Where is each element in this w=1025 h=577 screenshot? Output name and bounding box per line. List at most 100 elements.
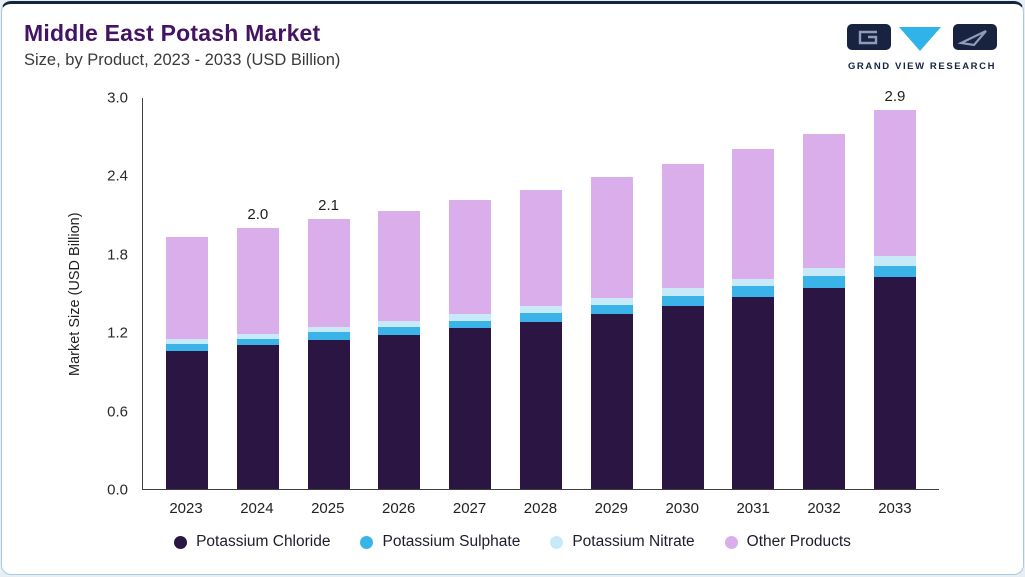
legend-label: Other Products — [746, 533, 851, 550]
segment-potassium-nitrate — [590, 298, 633, 305]
segment-potassium-nitrate — [307, 327, 350, 333]
legend-dot — [174, 535, 188, 549]
page-subtitle: Size, by Product, 2023 - 2033 (USD Billi… — [24, 51, 341, 69]
x-tick-label: 2033 — [878, 500, 912, 517]
y-tick-label: 1.8 — [107, 246, 128, 264]
segment-potassium-chloride — [803, 287, 846, 489]
bar-value-label: 2.0 — [247, 205, 269, 223]
stacked-bar — [378, 210, 421, 489]
segment-potassium-nitrate — [519, 306, 562, 313]
plot-area: 2.0 2.1 2.9 — [142, 88, 939, 490]
x-tick-label: 2031 — [736, 500, 770, 517]
segment-potassium-nitrate — [449, 314, 492, 321]
segment-other-products — [307, 218, 350, 328]
y-axis-ticks: 0.0 0.6 1.2 1.8 2.4 3.0 — [88, 90, 132, 499]
bar-column — [590, 176, 634, 489]
segment-potassium-nitrate — [803, 268, 846, 277]
segment-other-products — [732, 149, 775, 279]
x-tick-label: 2030 — [665, 500, 699, 517]
segment-potassium-sulphate — [803, 276, 846, 288]
segment-potassium-chloride — [378, 334, 421, 489]
y-tick-label: 0.6 — [107, 403, 128, 421]
segment-potassium-nitrate — [661, 287, 704, 296]
segment-other-products — [661, 163, 704, 288]
segment-other-products — [166, 236, 208, 339]
bar-value-label: 2.1 — [318, 196, 340, 214]
segment-potassium-sulphate — [378, 327, 421, 335]
bar-column — [661, 163, 705, 489]
bar-column — [731, 149, 775, 489]
x-axis-labels: 2023 2024 2025 2026 2027 2028 2029 2030 2031 2032… — [142, 500, 939, 517]
title-block: Middle East Potash Market Size, by Produ… — [24, 20, 340, 70]
legend-item: Potassium Chloride — [174, 533, 330, 551]
bar-value-label: 2.9 — [884, 88, 906, 106]
segment-potassium-sulphate — [236, 338, 279, 346]
segment-potassium-sulphate — [873, 265, 916, 278]
segment-potassium-nitrate — [378, 320, 421, 328]
segment-other-products — [449, 200, 492, 315]
bar-column: 2.9 — [873, 88, 917, 489]
legend-item: Other Products — [724, 533, 851, 551]
legend-dot — [724, 535, 738, 549]
x-tick-label: 2028 — [523, 500, 558, 517]
stacked-bar — [661, 163, 704, 489]
y-tick-label: 0.0 — [107, 481, 128, 499]
brand-logo: GRAND VIEW RESEARCH — [847, 24, 997, 72]
chart-header: Middle East Potash Market Size, by Produ… — [2, 4, 1023, 72]
segment-potassium-sulphate — [519, 312, 562, 322]
bar-column — [519, 189, 563, 489]
segment-potassium-nitrate — [166, 338, 208, 344]
x-tick-label: 2023 — [169, 500, 203, 517]
segment-potassium-sulphate — [732, 286, 775, 297]
segment-other-products — [803, 133, 846, 269]
legend-dot — [550, 535, 564, 549]
segment-potassium-sulphate — [307, 332, 350, 340]
segment-other-products — [590, 176, 633, 299]
segment-potassium-chloride — [519, 321, 562, 489]
segment-potassium-chloride — [661, 306, 704, 489]
bar-column: 2.0 — [236, 206, 280, 489]
segment-potassium-sulphate — [590, 304, 633, 314]
segment-potassium-chloride — [307, 340, 350, 489]
bar-column — [165, 236, 209, 489]
stacked-bar — [803, 133, 846, 489]
x-tick-label: 2029 — [594, 500, 629, 517]
bar-column — [802, 133, 846, 489]
x-tick-label: 2026 — [381, 500, 416, 517]
legend-item: Potassium Nitrate — [550, 533, 695, 551]
bar-column — [377, 210, 421, 489]
stacked-bar — [732, 149, 775, 489]
stacked-bar — [307, 218, 350, 489]
segment-potassium-chloride — [236, 345, 279, 489]
legend-label: Potassium Chloride — [196, 533, 331, 550]
segment-potassium-sulphate — [449, 320, 492, 329]
plot-column: 2.0 2.1 2.9 2023 2024 2025 2026 2027 2028 2029 20… — [142, 88, 939, 517]
segment-potassium-chloride — [166, 350, 208, 489]
stacked-bar — [236, 227, 279, 489]
segment-potassium-nitrate — [732, 278, 775, 287]
legend: Potassium Chloride Potassium Sulphate Pota… — [2, 533, 1023, 551]
segment-potassium-chloride — [449, 328, 492, 489]
stacked-bar — [166, 236, 208, 489]
chart-area: Market Size (USD Billion) 0.0 0.6 1.2 1.8 2.… — [62, 88, 939, 517]
legend-dot — [360, 535, 374, 549]
x-tick-label: 2027 — [452, 500, 487, 517]
legend-item: Potassium Sulphate — [360, 533, 520, 551]
segment-other-products — [873, 110, 916, 257]
segment-potassium-chloride — [732, 296, 775, 489]
legend-label: Potassium Sulphate — [382, 533, 521, 550]
legend-label: Potassium Nitrate — [572, 533, 695, 550]
stacked-bar — [590, 176, 633, 489]
segment-other-products — [236, 227, 279, 334]
segment-potassium-chloride — [873, 277, 916, 489]
brand-name: GRAND VIEW RESEARCH — [847, 61, 997, 72]
segment-other-products — [378, 210, 421, 321]
y-axis-title: Market Size (USD Billion) — [67, 212, 83, 376]
y-tick-label: 2.4 — [107, 167, 128, 185]
page-title: Middle East Potash Market — [24, 20, 321, 46]
x-tick-label: 2032 — [807, 500, 841, 517]
stacked-bar — [519, 189, 562, 489]
x-tick-label: 2024 — [240, 500, 274, 517]
y-tick-label: 3.0 — [107, 89, 128, 107]
